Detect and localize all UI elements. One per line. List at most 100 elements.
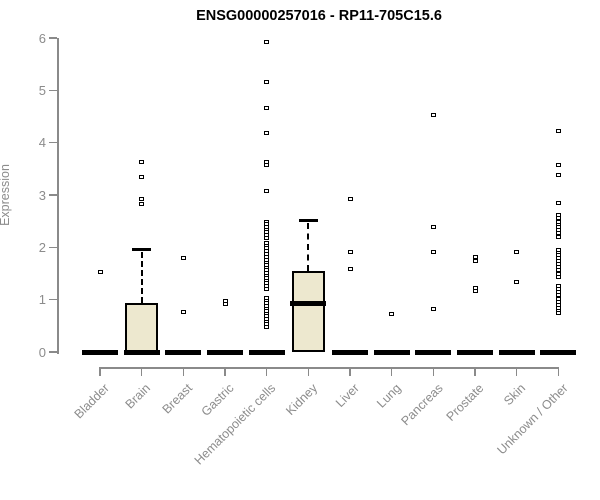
y-axis-tick bbox=[49, 298, 57, 301]
x-axis-line bbox=[100, 367, 560, 369]
median-bar bbox=[332, 349, 369, 355]
outlier-point bbox=[264, 131, 270, 136]
outlier-point bbox=[97, 270, 103, 275]
x-axis-tick bbox=[432, 367, 435, 376]
y-axis-tick-label: 5 bbox=[38, 82, 46, 98]
median-bar bbox=[457, 349, 494, 355]
outlier-point bbox=[222, 301, 228, 306]
x-axis-tick bbox=[99, 367, 101, 376]
x-axis-tick bbox=[265, 367, 268, 376]
outlier-point bbox=[472, 259, 478, 264]
y-axis-label: Expression bbox=[0, 164, 12, 226]
y-axis-tick-label: 4 bbox=[38, 135, 46, 151]
outlier-point bbox=[555, 128, 561, 133]
outlier-point bbox=[514, 280, 520, 285]
median-bar bbox=[207, 349, 243, 355]
outlier-point bbox=[264, 324, 270, 329]
y-axis-tick bbox=[49, 141, 57, 144]
x-axis-category-label: Liver bbox=[332, 381, 362, 411]
outlier-point bbox=[264, 40, 270, 45]
y-axis-tick bbox=[49, 37, 57, 39]
x-axis-category-label: Gastric bbox=[199, 381, 237, 419]
outlier-point bbox=[139, 159, 145, 164]
outlier-point bbox=[264, 79, 270, 84]
outlier-point bbox=[347, 249, 353, 254]
outlier-point bbox=[180, 309, 186, 314]
outlier-point bbox=[264, 236, 270, 241]
outlier-point bbox=[555, 201, 561, 206]
y-axis-tick bbox=[49, 89, 57, 92]
x-axis-tick bbox=[515, 367, 518, 376]
x-axis-tick bbox=[140, 367, 143, 376]
median-bar bbox=[540, 349, 577, 355]
y-axis-tick-label: 6 bbox=[38, 30, 46, 46]
whisker-line bbox=[140, 251, 143, 304]
chart-title: ENSG00000257016 - RP11-705C15.6 bbox=[196, 8, 442, 24]
median-bar bbox=[373, 349, 410, 355]
y-axis-tick bbox=[49, 194, 57, 196]
x-axis-tick bbox=[307, 367, 310, 376]
y-axis-tick bbox=[49, 351, 57, 353]
outlier-point bbox=[139, 174, 145, 179]
outlier-point bbox=[430, 113, 436, 118]
outlier-point bbox=[264, 105, 270, 110]
outlier-point bbox=[555, 216, 561, 221]
outlier-point bbox=[389, 312, 395, 317]
outlier-point bbox=[472, 288, 478, 293]
outlier-point bbox=[430, 225, 436, 230]
whisker-cap bbox=[298, 219, 318, 223]
x-axis-category-label: Lung bbox=[374, 381, 404, 411]
outlier-point bbox=[430, 249, 436, 254]
outlier-point bbox=[555, 163, 561, 168]
outlier-point bbox=[555, 311, 561, 316]
outlier-point bbox=[555, 235, 561, 240]
x-axis-category-label: Pancreas bbox=[398, 381, 446, 429]
x-axis-category-label: Prostate bbox=[444, 381, 487, 424]
x-axis-tick bbox=[557, 367, 560, 376]
x-axis-tick bbox=[474, 367, 476, 376]
x-axis-tick bbox=[224, 367, 226, 376]
outlier-point bbox=[264, 188, 270, 193]
y-axis-tick-label: 1 bbox=[38, 292, 46, 308]
x-axis-category-label: Kidney bbox=[283, 381, 321, 418]
outlier-point bbox=[514, 249, 520, 254]
median-bar bbox=[498, 349, 535, 355]
outlier-point bbox=[347, 196, 353, 201]
box bbox=[125, 303, 159, 352]
y-axis-tick-label: 3 bbox=[38, 187, 46, 203]
x-axis-tick bbox=[390, 367, 393, 376]
median-bar bbox=[290, 300, 327, 306]
outlier-point bbox=[139, 201, 145, 206]
y-axis-tick bbox=[49, 246, 57, 249]
outlier-point bbox=[264, 163, 270, 168]
y-axis-line bbox=[57, 38, 59, 354]
y-axis-tick-label: 0 bbox=[38, 344, 46, 360]
median-bar bbox=[415, 349, 452, 355]
box bbox=[291, 270, 325, 352]
x-axis-category-label: Breast bbox=[159, 381, 196, 417]
outlier-point bbox=[264, 286, 270, 291]
outlier-point bbox=[555, 274, 561, 279]
outlier-point bbox=[180, 256, 186, 261]
x-axis-category-label: Brain bbox=[123, 381, 154, 412]
median-bar bbox=[248, 349, 285, 355]
median-bar bbox=[82, 349, 118, 355]
x-axis-category-label: Hematopoietic cells bbox=[192, 381, 279, 468]
x-axis-category-label: Skin bbox=[501, 381, 529, 409]
outlier-point bbox=[139, 196, 145, 201]
x-axis-tick bbox=[182, 367, 185, 376]
outlier-point bbox=[264, 232, 270, 237]
whisker-cap bbox=[132, 248, 152, 252]
outlier-point bbox=[347, 266, 353, 271]
whisker-line bbox=[307, 222, 310, 271]
outlier-point bbox=[430, 307, 436, 312]
median-bar bbox=[123, 349, 160, 355]
outlier-point bbox=[555, 230, 561, 235]
x-axis-category-label: Bladder bbox=[71, 381, 112, 422]
outlier-point bbox=[555, 173, 561, 178]
outlier-point bbox=[472, 255, 478, 260]
x-axis-tick bbox=[349, 367, 351, 376]
median-bar bbox=[165, 349, 202, 355]
y-axis-tick-label: 2 bbox=[38, 239, 46, 255]
